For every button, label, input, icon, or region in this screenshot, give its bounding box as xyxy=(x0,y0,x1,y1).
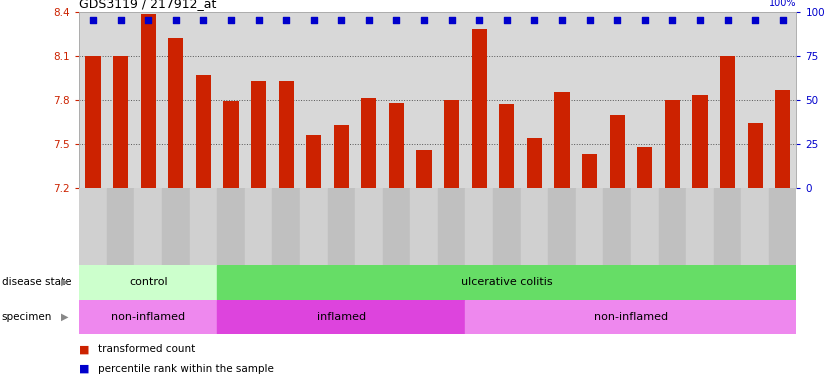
Point xyxy=(224,17,238,23)
Text: specimen: specimen xyxy=(2,312,52,322)
Bar xyxy=(113,56,128,188)
Bar xyxy=(224,101,239,188)
Point xyxy=(389,17,403,23)
Bar xyxy=(389,103,404,188)
Bar xyxy=(79,265,217,300)
Bar xyxy=(162,188,189,265)
Point xyxy=(583,17,596,23)
Bar xyxy=(747,123,762,188)
Point xyxy=(500,17,514,23)
Bar xyxy=(279,81,294,188)
Point xyxy=(693,17,706,23)
Bar xyxy=(189,188,217,265)
Bar xyxy=(355,188,383,265)
Bar xyxy=(416,150,432,188)
Bar xyxy=(692,96,707,188)
Text: ■: ■ xyxy=(79,364,90,374)
Bar xyxy=(334,125,349,188)
Bar xyxy=(665,100,680,188)
Point xyxy=(666,17,679,23)
Bar xyxy=(493,188,520,265)
Bar xyxy=(306,135,321,188)
Bar xyxy=(775,89,791,188)
Point xyxy=(307,17,320,23)
Bar xyxy=(500,104,515,188)
Point xyxy=(555,17,569,23)
Point xyxy=(776,17,789,23)
Bar xyxy=(520,188,548,265)
Bar xyxy=(631,188,659,265)
Bar xyxy=(300,188,328,265)
Point xyxy=(334,17,348,23)
Point xyxy=(87,17,100,23)
Text: transformed count: transformed count xyxy=(98,344,195,354)
Point xyxy=(169,17,183,23)
Bar xyxy=(769,188,796,265)
Bar xyxy=(555,93,570,188)
Bar xyxy=(714,188,741,265)
Point xyxy=(362,17,375,23)
Bar xyxy=(610,114,625,188)
Bar xyxy=(134,188,162,265)
Text: ▶: ▶ xyxy=(61,312,68,322)
Bar xyxy=(582,154,597,188)
Bar xyxy=(361,98,376,188)
Bar xyxy=(85,56,101,188)
Bar xyxy=(637,147,652,188)
Bar xyxy=(217,300,465,334)
Bar xyxy=(217,265,796,300)
Bar xyxy=(575,188,603,265)
Text: non-inflamed: non-inflamed xyxy=(111,312,185,322)
Bar xyxy=(465,188,493,265)
Text: ■: ■ xyxy=(79,344,90,354)
Bar xyxy=(383,188,410,265)
Bar xyxy=(548,188,575,265)
Point xyxy=(252,17,265,23)
Bar xyxy=(444,100,460,188)
Point xyxy=(473,17,486,23)
Text: inflamed: inflamed xyxy=(317,312,366,322)
Point xyxy=(610,17,624,23)
Text: percentile rank within the sample: percentile rank within the sample xyxy=(98,364,274,374)
Bar xyxy=(527,138,542,188)
Point xyxy=(279,17,293,23)
Bar xyxy=(465,300,796,334)
Bar xyxy=(603,188,631,265)
Bar xyxy=(686,188,714,265)
Point xyxy=(528,17,541,23)
Bar xyxy=(472,29,487,188)
Point xyxy=(142,17,155,23)
Bar xyxy=(168,38,183,188)
Text: ulcerative colitis: ulcerative colitis xyxy=(461,277,553,287)
Text: control: control xyxy=(129,277,168,287)
Bar xyxy=(217,188,244,265)
Point xyxy=(114,17,128,23)
Bar xyxy=(720,56,735,188)
Point xyxy=(197,17,210,23)
Bar xyxy=(410,188,438,265)
Point xyxy=(721,17,734,23)
Bar xyxy=(659,188,686,265)
Text: GDS3119 / 217912_at: GDS3119 / 217912_at xyxy=(79,0,217,10)
Bar xyxy=(328,188,355,265)
Bar xyxy=(141,15,156,188)
Text: non-inflamed: non-inflamed xyxy=(594,312,668,322)
Bar xyxy=(79,188,107,265)
Bar xyxy=(79,300,217,334)
Bar xyxy=(273,188,300,265)
Bar xyxy=(251,81,266,188)
Bar xyxy=(196,75,211,188)
Point xyxy=(445,17,459,23)
Text: disease state: disease state xyxy=(2,277,71,287)
Point xyxy=(748,17,761,23)
Bar xyxy=(107,188,134,265)
Text: ▶: ▶ xyxy=(61,277,68,287)
Point xyxy=(417,17,430,23)
Bar xyxy=(741,188,769,265)
Bar xyxy=(244,188,273,265)
Point xyxy=(638,17,651,23)
Bar xyxy=(438,188,465,265)
Text: 100%: 100% xyxy=(769,0,796,8)
